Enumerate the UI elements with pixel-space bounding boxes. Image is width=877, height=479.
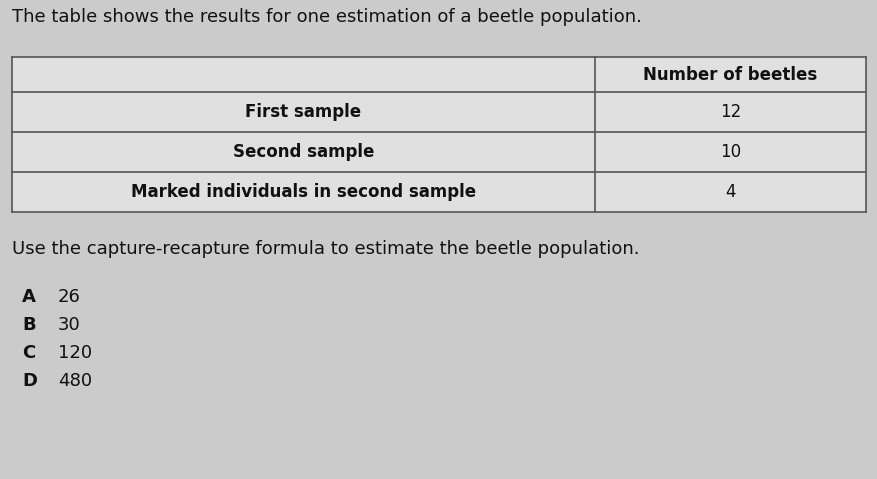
Text: 120: 120: [58, 344, 92, 362]
Text: C: C: [22, 344, 35, 362]
Text: Number of beetles: Number of beetles: [643, 66, 816, 83]
Text: D: D: [22, 372, 37, 390]
Text: 480: 480: [58, 372, 92, 390]
Text: Marked individuals in second sample: Marked individuals in second sample: [131, 183, 475, 201]
Bar: [12, 57, 865, 212]
Text: Use the capture-recapture formula to estimate the beetle population.: Use the capture-recapture formula to est…: [12, 240, 638, 258]
Bar: [595, 57, 865, 92]
Text: 4: 4: [724, 183, 735, 201]
Text: 26: 26: [58, 288, 81, 306]
Text: Second sample: Second sample: [232, 143, 374, 161]
Text: B: B: [22, 316, 36, 334]
Text: A: A: [22, 288, 36, 306]
Text: 30: 30: [58, 316, 81, 334]
Text: 12: 12: [719, 103, 740, 121]
Text: 10: 10: [719, 143, 740, 161]
Text: The table shows the results for one estimation of a beetle population.: The table shows the results for one esti…: [12, 8, 641, 26]
Text: First sample: First sample: [246, 103, 361, 121]
